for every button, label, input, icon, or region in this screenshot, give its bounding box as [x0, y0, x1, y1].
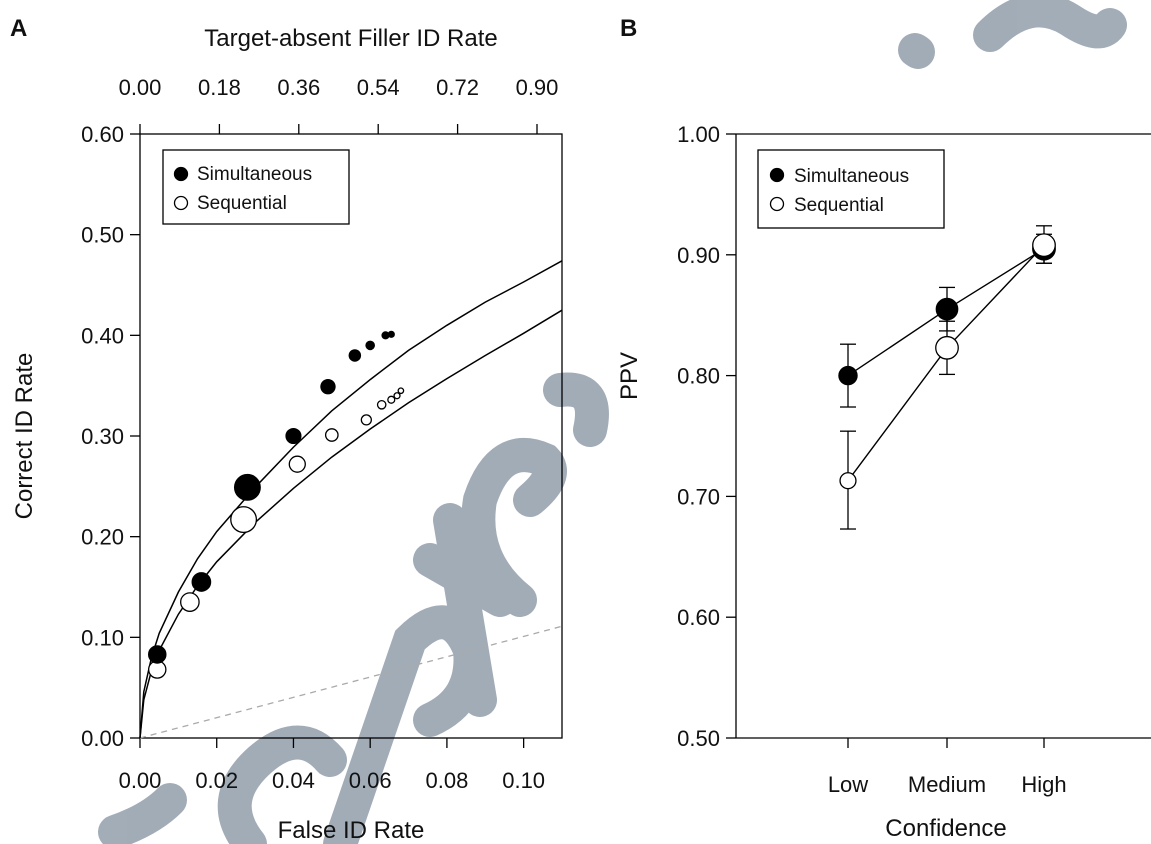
panel-b: B Confidence PPV 0.50 0.60 0.70 0.80 0.90 1.0… [616, 15, 1151, 842]
legend-box [757, 149, 945, 229]
data-point-sequential [1032, 233, 1056, 258]
panel-b-x-axis-title: Confidence [885, 815, 1006, 842]
watermark [98, 0, 1127, 844]
panel-a: A Target-absent Filler ID Rate False ID … [10, 15, 563, 844]
x2-tick-label: 0.18 [198, 75, 241, 100]
series-line-sequential [847, 244, 1045, 482]
x2-tick-label: 0.72 [436, 75, 479, 100]
panel-b-y-axis-title: PPV [616, 352, 643, 400]
data-point-simultaneous [838, 365, 858, 386]
x-tick-label: 0.06 [349, 768, 392, 793]
panel-a-legend: Simultaneous Sequential [162, 149, 350, 225]
x2-tick-label: 0.54 [357, 75, 400, 100]
x-tick-label: High [1021, 772, 1066, 797]
data-point-simultaneous [348, 349, 362, 362]
data-point-sequential [288, 455, 306, 473]
data-point-simultaneous [387, 330, 395, 338]
watermark-stroke [98, 783, 187, 844]
y-tick-label: 0.20 [81, 525, 124, 550]
fit-curve-sequential [139, 309, 563, 739]
y-tick-label: 0.40 [81, 323, 124, 348]
y-tick-label: 0.70 [677, 484, 720, 509]
data-point-sequential [393, 392, 401, 400]
legend-marker-simultaneous [769, 167, 785, 183]
legend-marker-sequential [173, 195, 189, 211]
data-point-sequential [180, 592, 200, 612]
watermark-stroke [217, 725, 347, 844]
watermark-stroke [973, 0, 1127, 52]
x-tick-label: 0.00 [119, 768, 162, 793]
data-point-sequential [324, 428, 339, 442]
data-point-simultaneous [935, 297, 959, 321]
y-tick-label: 0.30 [81, 424, 124, 449]
legend-label-simultaneous: Simultaneous [197, 164, 312, 185]
x-tick-label: Low [828, 772, 868, 797]
data-point-simultaneous [365, 340, 375, 351]
chance-line [139, 625, 563, 739]
data-point-simultaneous [191, 572, 212, 592]
data-point-sequential [387, 395, 396, 404]
data-point-sequential [839, 472, 857, 490]
left-axis-title: Correct ID Rate [11, 353, 38, 520]
data-point-sequential [376, 399, 387, 410]
legend-label-sequential: Sequential [197, 193, 287, 214]
watermark-stroke [461, 438, 567, 617]
x-tick-label: 0.02 [195, 768, 238, 793]
y-tick-label: 0.50 [677, 726, 720, 751]
fit-curve-simultaneous [139, 260, 563, 739]
panel-b-letter: B [620, 15, 637, 42]
data-point-sequential [230, 506, 258, 534]
watermark-stroke [413, 503, 517, 717]
y-tick-label: 0.60 [677, 605, 720, 630]
legend-box [162, 149, 350, 225]
y-tick-label: 0.90 [677, 243, 720, 268]
legend-marker-sequential [769, 196, 785, 212]
y-tick-label: 0.60 [81, 122, 124, 147]
y-tick-label: 1.00 [677, 122, 720, 147]
data-point-sequential [397, 387, 405, 395]
x-tick-label: 0.08 [425, 768, 468, 793]
data-point-sequential [360, 414, 372, 426]
data-point-simultaneous [285, 427, 302, 445]
x-tick-label: 0.04 [272, 768, 315, 793]
legend-marker-simultaneous [173, 166, 189, 182]
legend-label-sequential: Sequential [794, 195, 884, 216]
data-point-simultaneous [233, 473, 261, 501]
x2-tick-label: 0.00 [119, 75, 162, 100]
bottom-axis-title: False ID Rate [278, 817, 425, 844]
watermark-stroke [543, 372, 609, 447]
data-point-simultaneous [148, 645, 167, 664]
data-point-sequential [935, 335, 959, 360]
watermark-stroke [898, 33, 935, 69]
panel-a-letter: A [10, 15, 27, 42]
x2-tick-label: 0.90 [516, 75, 559, 100]
y-tick-label: 0.10 [81, 625, 124, 650]
y-tick-label: 0.80 [677, 364, 720, 389]
panel-b-plot-area: 0.50 0.60 0.70 0.80 0.90 1.00 Low Medium High [677, 122, 1151, 797]
x-tick-label: 0.10 [502, 768, 545, 793]
data-point-simultaneous [320, 378, 336, 395]
y-tick-label: 0.50 [81, 223, 124, 248]
legend-label-simultaneous: Simultaneous [794, 166, 909, 187]
y-tick-label: 0.00 [81, 726, 124, 751]
x2-tick-label: 0.36 [277, 75, 320, 100]
panel-b-legend: Simultaneous Sequential [757, 149, 945, 229]
top-axis-title: Target-absent Filler ID Rate [204, 25, 497, 52]
x-tick-label: Medium [908, 772, 986, 797]
panel-a-plot-area: 0.00 0.10 0.20 0.30 0.40 0.50 0.60 0.00 0.02 0.04… [81, 75, 563, 793]
